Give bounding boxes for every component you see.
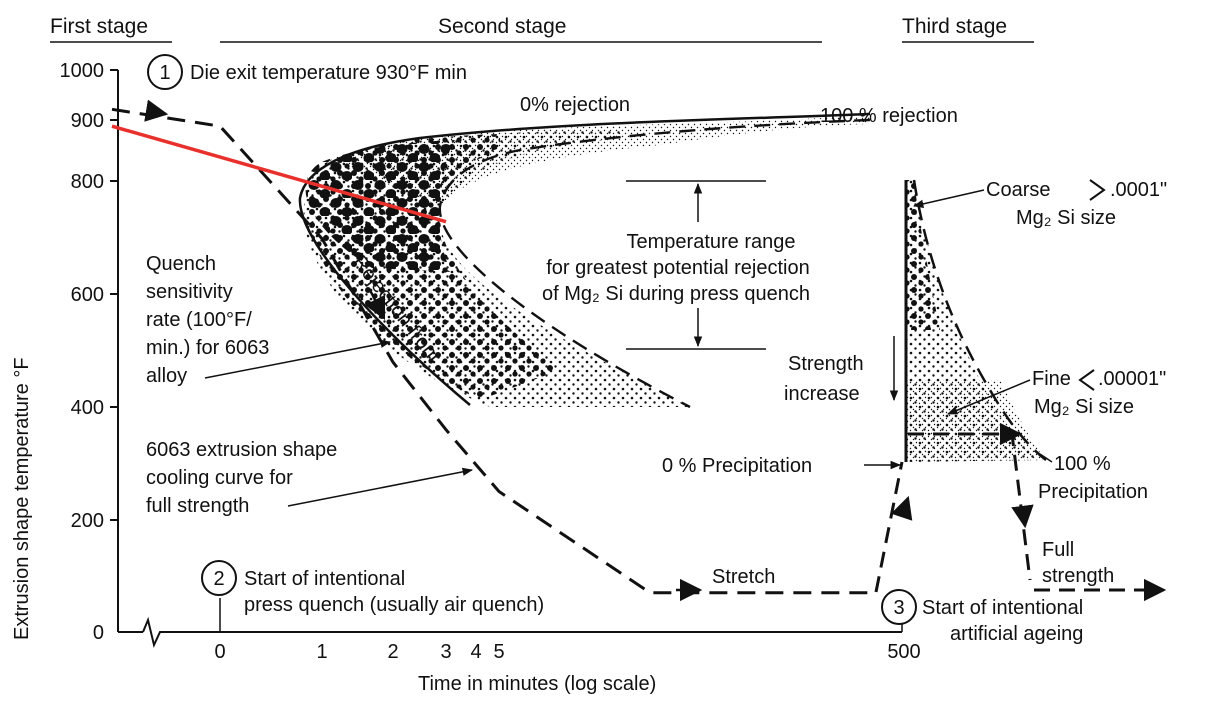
marker-2-label: 2 [213, 568, 224, 590]
x-tick-0: 0 [214, 641, 225, 663]
coarse-size: .0001" [1110, 179, 1167, 201]
die-exit-label: Die exit temperature 930°F min [190, 62, 467, 84]
full-strength-line-2: strength [1042, 565, 1114, 587]
x-tick-labels: 0 1 2 3 4 5 500 [214, 641, 920, 663]
zero-precipitation-label: 0 % Precipitation [662, 455, 812, 477]
y-tick-600: 600 [71, 284, 104, 306]
x-tick-2: 2 [387, 641, 398, 663]
temp-range-line-3: of Mg₂ Si during press quench [542, 283, 810, 305]
full-rejection-curve [438, 118, 871, 409]
annotations: Die exit temperature 930°F min 0% reject… [146, 62, 1167, 645]
x-axis-break [142, 616, 902, 649]
hundred-rejection-label: 100 % rejection [820, 105, 958, 127]
fine-mg-label: Mg₂ Si size [1034, 396, 1134, 418]
strength-increase-line-1: Strength [788, 353, 864, 375]
less-than-symbol [1078, 369, 1095, 391]
x-tick-3: 3 [440, 641, 451, 663]
full-precipitation-curve [912, 179, 1047, 461]
stage-headers: First stage Second stage Third stage [50, 15, 1034, 43]
fine-word: Fine [1032, 368, 1071, 390]
press-quench-line-1: Start of intentional [244, 568, 405, 590]
cooling-line-3: full strength [146, 495, 249, 517]
marker-1-label: 1 [159, 62, 170, 84]
zero-rejection-label: 0% rejection [520, 94, 630, 116]
x-tick-4: 4 [470, 641, 481, 663]
temperature-range-bracket [626, 180, 766, 350]
coarse-mg-label: Mg₂ Si size [1016, 207, 1116, 229]
curve-arrows [144, 99, 1167, 602]
y-tick-900: 900 [71, 110, 104, 132]
strength-increase-line-2: increase [784, 383, 860, 405]
y-tick-1000: 1000 [60, 60, 105, 82]
stage-first-label: First stage [50, 15, 148, 38]
y-tick-400: 400 [71, 397, 104, 419]
x-axis-title: Time in minutes (log scale) [418, 673, 656, 695]
marker-3-label: 3 [893, 597, 904, 619]
y-axis-title: Extrusion shape temperature °F [11, 357, 33, 640]
temp-range-line-1: Temperature range [627, 231, 796, 253]
coarse-word: Coarse [986, 179, 1050, 201]
ageing-line-1: Start of intentional [922, 597, 1083, 619]
precipitation-region [904, 179, 1047, 462]
quench-line-2: sensitivity [146, 281, 233, 303]
y-tick-0: 0 [93, 622, 104, 644]
quench-line-1: Quench [146, 253, 216, 275]
ageing-line-2: artificial ageing [950, 623, 1083, 645]
cooling-line-2: cooling curve for [146, 467, 293, 489]
y-tick-200: 200 [71, 510, 104, 532]
marker-2-circle [201, 560, 237, 596]
marker-1-circle [147, 54, 183, 90]
series-line-2 [111, 124, 447, 224]
temp-range-line-2: for greatest potential rejection [546, 257, 810, 279]
quench-line-3: rate (100°F/ [146, 309, 252, 331]
quench-line-4: min.) for 6063 [146, 337, 269, 359]
x-tick-5: 5 [493, 641, 504, 663]
y-tick-labels: 1000 900 800 600 400 200 0 [60, 60, 105, 644]
series-layer [111, 107, 876, 595]
marker-3-circle [881, 589, 917, 625]
stretch-label: Stretch [712, 566, 775, 588]
press-quench-line-2: press quench (usually air quench) [244, 594, 544, 616]
hundred-precipitation-line-1: 100 % [1054, 453, 1111, 475]
hundred-precipitation-line-2: Precipitation [1038, 481, 1148, 503]
stage-third-label: Third stage [902, 15, 1007, 38]
axes [110, 69, 903, 649]
x-tick-500: 500 [887, 641, 920, 663]
greater-than-symbol [1089, 179, 1106, 201]
stage-second-label: Second stage [438, 15, 566, 38]
step-markers: 1 2 3 [147, 54, 917, 625]
quench-line-5: alloy [146, 365, 187, 387]
y-tick-800: 800 [71, 171, 104, 193]
x-tick-1: 1 [316, 641, 327, 663]
cooling-line-1: 6063 extrusion shape [146, 439, 337, 461]
full-strength-line-1: Full [1042, 539, 1074, 561]
fine-size: .00001" [1098, 368, 1166, 390]
